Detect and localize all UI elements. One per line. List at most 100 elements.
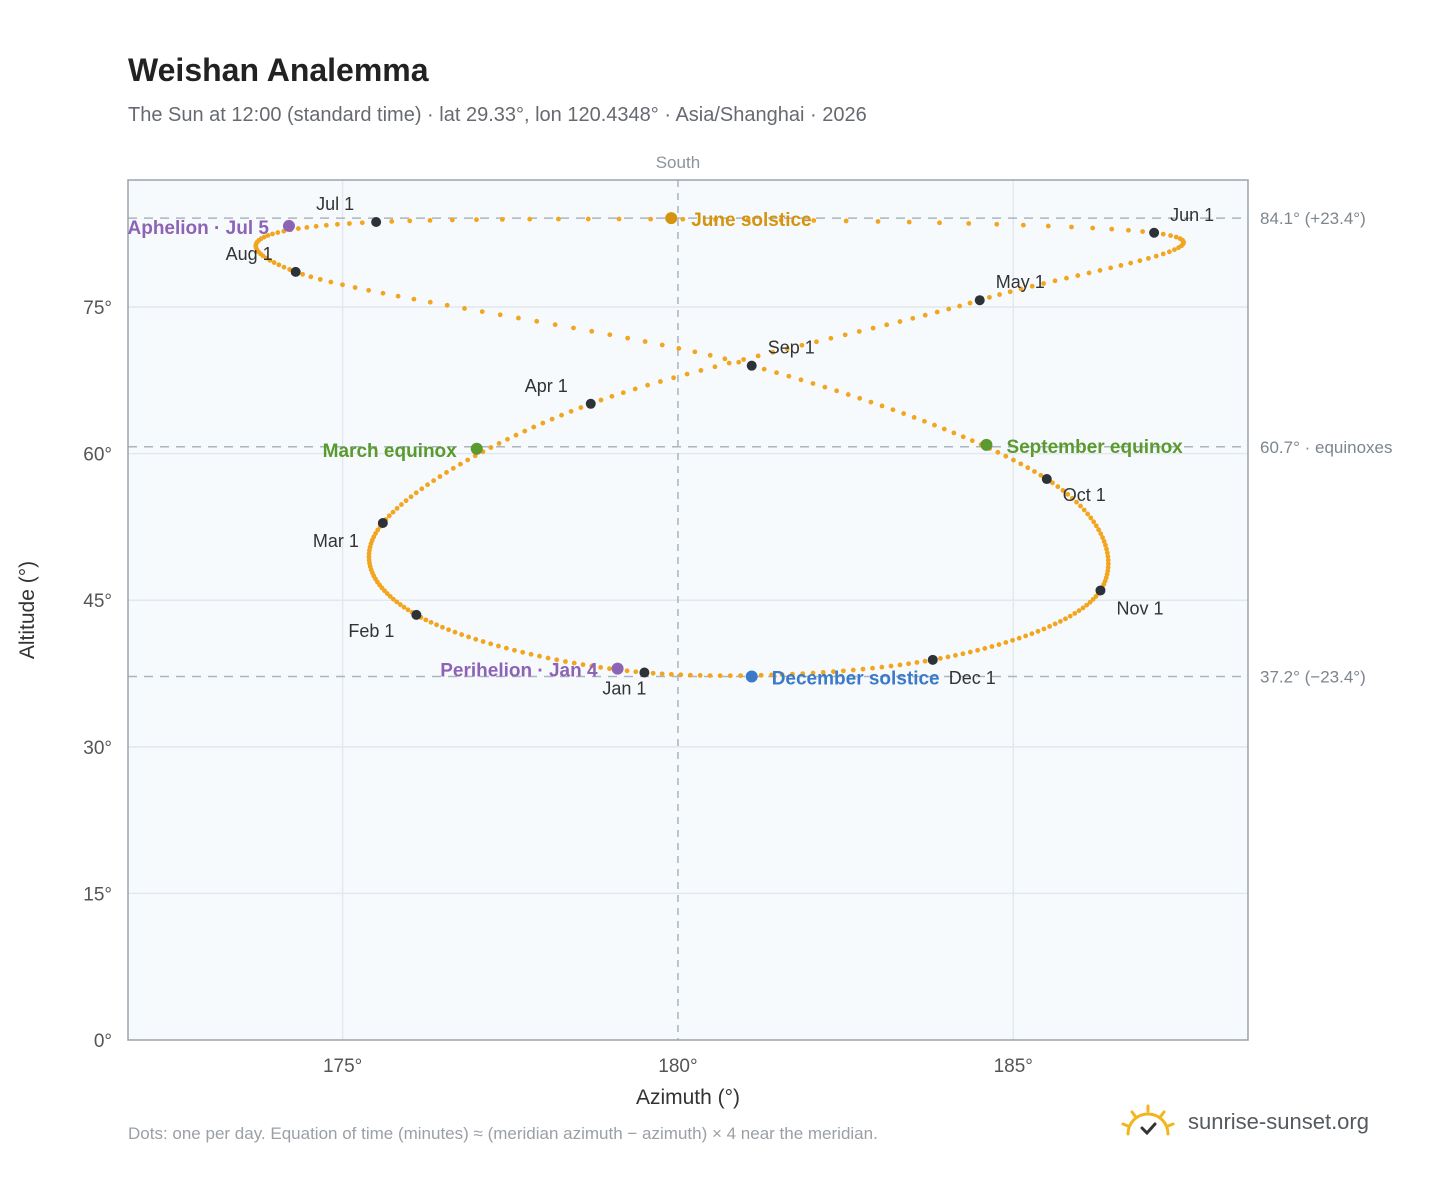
day-dot [304, 225, 310, 230]
day-dot [856, 329, 862, 334]
day-dot [786, 373, 792, 379]
day-dot [1072, 611, 1078, 616]
day-dot [1047, 624, 1053, 629]
day-dot [910, 315, 916, 321]
day-dot [537, 653, 542, 659]
day-dot [1075, 273, 1081, 278]
day-dot [624, 668, 630, 674]
day-dot [738, 673, 743, 679]
day-dot [842, 332, 848, 338]
day-dot [419, 486, 425, 492]
day-dot [1118, 263, 1124, 268]
day-dot [580, 662, 586, 668]
day-dot [676, 346, 682, 351]
day-dot [1060, 488, 1066, 493]
day-dot [1029, 631, 1035, 637]
month-mark-dot [585, 398, 596, 409]
day-dot [830, 669, 836, 675]
month-mark-dot [411, 609, 422, 620]
day-dot [810, 381, 816, 386]
day-dot [265, 233, 271, 238]
day-dot [745, 217, 751, 223]
day-dot [698, 368, 704, 373]
day-dot [1050, 480, 1055, 486]
day-dot [399, 502, 404, 507]
event-dot [282, 219, 295, 232]
day-dot [769, 672, 774, 678]
day-dot [616, 216, 622, 222]
day-dot [1018, 286, 1024, 292]
day-dot [1090, 225, 1096, 231]
day-dot [578, 405, 584, 410]
day-dot [820, 669, 826, 675]
day-dot [1057, 618, 1063, 624]
month-mark-label: Feb 1 [348, 621, 394, 641]
day-dot [1097, 268, 1103, 273]
day-dot [834, 388, 840, 394]
day-dot [1038, 472, 1044, 478]
day-dot [375, 527, 381, 533]
day-dot [946, 306, 952, 312]
day-dot [966, 221, 972, 226]
day-dot [499, 216, 505, 222]
day-dot [585, 216, 591, 222]
day-dot [446, 627, 451, 633]
day-dot [452, 629, 458, 635]
month-mark-dot [1041, 474, 1052, 485]
day-dot [1065, 491, 1071, 497]
day-dot [531, 424, 537, 430]
day-dot [1088, 515, 1094, 521]
day-dot [840, 668, 846, 674]
day-dot [554, 657, 560, 663]
day-dot [450, 465, 456, 471]
x-axis-label: Azimuth (°) [636, 1086, 740, 1109]
brand-text: sunrise-sunset.org [1188, 1109, 1369, 1134]
day-dot [810, 670, 816, 676]
day-dot [814, 339, 819, 345]
day-dot [589, 328, 595, 334]
day-dot [308, 274, 314, 280]
event-label: June solstice [691, 210, 811, 231]
day-dot [659, 671, 665, 677]
day-dot [1109, 226, 1115, 232]
day-dot [941, 426, 947, 432]
day-dot [552, 322, 558, 328]
day-dot [717, 673, 723, 679]
day-dot [427, 217, 433, 223]
day-dot [684, 371, 690, 377]
day-dot [434, 622, 439, 628]
day-dot [1025, 465, 1031, 471]
day-dot [671, 375, 676, 381]
day-dot [736, 359, 742, 365]
month-mark-dot [639, 667, 650, 678]
day-dot [707, 673, 713, 678]
day-dot [1126, 227, 1131, 233]
day-dot [431, 478, 437, 484]
day-dot [295, 226, 301, 231]
day-dot [317, 276, 323, 282]
reference-lines [128, 180, 1248, 1040]
day-dot [427, 299, 433, 305]
day-dot [1160, 251, 1166, 257]
day-dot [589, 663, 595, 669]
reference-line-label: 60.7° · equinoxes [1260, 438, 1393, 457]
y-tick-label: 30° [83, 738, 112, 759]
day-dot [888, 663, 894, 669]
day-dot [906, 661, 911, 667]
y-tick-label: 45° [83, 591, 112, 612]
day-dot [1103, 542, 1108, 548]
event-label: Perihelion · Jan 4 [440, 661, 598, 682]
day-dot [995, 449, 1001, 455]
day-dot [522, 428, 528, 434]
month-mark-label: Nov 1 [1116, 598, 1163, 618]
footnote: Dots: one per day. Equation of time (min… [128, 1124, 878, 1143]
meridian-label: South [656, 153, 700, 172]
day-dot [300, 271, 305, 277]
day-dot [1052, 621, 1058, 627]
month-mark-label: Oct 1 [1063, 485, 1106, 505]
day-dot [1003, 640, 1009, 645]
day-dot [1074, 499, 1079, 505]
day-dot [465, 457, 471, 463]
day-dot [401, 604, 407, 610]
